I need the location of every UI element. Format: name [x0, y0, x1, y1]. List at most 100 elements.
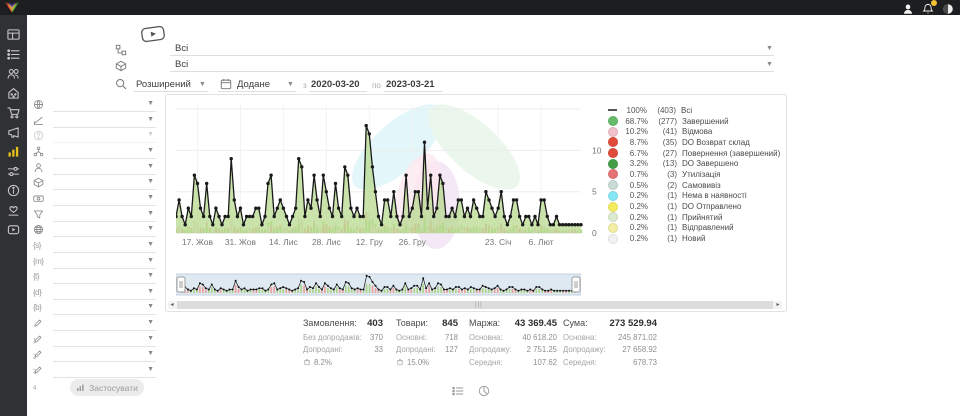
- nav-item-dashboard-icon[interactable]: [7, 28, 20, 41]
- nav-item-about-icon[interactable]: [7, 184, 20, 197]
- search-mode-select[interactable]: Розширений: [136, 79, 191, 90]
- filter-select-field[interactable]: [53, 142, 156, 144]
- filter-row-globe[interactable]: ▼: [33, 99, 160, 113]
- legend-item[interactable]: 0.5% (2) Самовивіз: [608, 180, 780, 191]
- pencil-icon: 2: [33, 334, 45, 360]
- chevron-down-icon[interactable]: ▼: [766, 45, 773, 52]
- legend-item[interactable]: 100% (403) Всі: [608, 105, 780, 116]
- legend-item[interactable]: 10.2% (41) Відмова: [608, 126, 780, 137]
- filter-select-field[interactable]: [53, 283, 156, 285]
- filter-select-field[interactable]: [53, 220, 156, 222]
- date-field-select[interactable]: Додане: [237, 79, 270, 90]
- nav-item-purchases-icon[interactable]: [7, 106, 20, 119]
- pie-chart-icon[interactable]: [478, 384, 490, 397]
- legend-item[interactable]: 0.2% (1) Прийнятий: [608, 212, 780, 223]
- filter-select-field[interactable]: [53, 173, 156, 175]
- scroll-left-arrow[interactable]: ◂: [170, 302, 174, 308]
- legend-item[interactable]: 0.2% (1) Нема в наявності: [608, 190, 780, 202]
- braces-icon: {t}: [33, 272, 40, 282]
- filter-row-pencil1[interactable]: 1 ▼: [33, 318, 160, 345]
- filter-select-field[interactable]: [53, 157, 156, 159]
- nav-item-orders-icon[interactable]: [7, 48, 20, 61]
- filter-row-t[interactable]: {t} ▼: [33, 271, 160, 285]
- list-view-icon[interactable]: [452, 384, 464, 396]
- filter-row-globe-wire[interactable]: ▼: [33, 224, 160, 238]
- date-to-input[interactable]: 2023-03-21: [386, 79, 435, 90]
- filter-select-field[interactable]: [53, 330, 156, 332]
- avatar-theme-icon[interactable]: [942, 2, 954, 14]
- filter-select-field[interactable]: [53, 251, 156, 253]
- legend-item[interactable]: 68.7% (277) Завершений: [608, 116, 780, 127]
- filter-select-field[interactable]: [53, 126, 156, 128]
- nav-item-integrations-icon[interactable]: [7, 165, 20, 178]
- app-logo-icon[interactable]: [4, 1, 20, 14]
- svg-text:0: 0: [592, 228, 597, 238]
- chart-range-navigator[interactable]: [175, 273, 582, 302]
- status-filter-value[interactable]: Всі: [175, 43, 189, 54]
- product-filter-value[interactable]: Всі: [175, 59, 189, 70]
- scrollbar-thumb[interactable]: |||: [177, 301, 773, 309]
- legend-item[interactable]: 0.7% (3) Утилізація: [608, 169, 780, 180]
- nav-item-video-tutorials-icon[interactable]: [7, 223, 20, 236]
- product-filter-field[interactable]: [170, 58, 774, 72]
- filter-select-field[interactable]: [53, 267, 156, 269]
- filter-row-gauge[interactable]: ▼: [33, 115, 160, 129]
- legend-item[interactable]: 8.7% (35) DO Возврат склад: [608, 137, 780, 148]
- apply-filters-button[interactable]: Застосувати: [70, 379, 144, 396]
- search-icon[interactable]: [115, 77, 127, 90]
- filter-select-field[interactable]: [53, 111, 156, 112]
- nav-item-analytics-icon[interactable]: [7, 145, 20, 158]
- user-icon[interactable]: [902, 2, 914, 14]
- filter-row-b[interactable]: {b} ▼: [33, 302, 160, 316]
- filter-select-field[interactable]: [53, 377, 156, 379]
- stat-title-row: Товари: 845: [396, 318, 458, 329]
- filter-select-field[interactable]: [53, 236, 156, 238]
- filter-row-m[interactable]: {m} ▼: [33, 256, 160, 270]
- filter-row-d[interactable]: {d} ▼: [33, 287, 160, 301]
- status-filter-field[interactable]: [170, 42, 774, 56]
- video-tutorial-icon[interactable]: [140, 24, 166, 43]
- notifications-bell-icon[interactable]: [922, 0, 937, 14]
- upsell-percent-badge: 8.2%: [303, 358, 383, 368]
- filter-row-funnel[interactable]: ▼: [33, 209, 160, 223]
- legend-item[interactable]: 0.2% (1) DO Отправлено: [608, 201, 780, 212]
- date-from-input[interactable]: 2020-03-20: [311, 79, 360, 90]
- filter-row-pencil4[interactable]: 4 ▼: [33, 365, 160, 392]
- filter-row-question[interactable]: ▼: [33, 130, 160, 144]
- nav-item-marketing-icon[interactable]: [7, 126, 20, 139]
- chevron-down-icon[interactable]: ▼: [287, 81, 294, 88]
- nav-item-store-icon[interactable]: [7, 87, 20, 100]
- stat-sub-row: Основні: 718: [396, 332, 458, 342]
- chart-scrollbar[interactable]: ◂ ||| ▸: [168, 301, 782, 309]
- filter-row-pencil2[interactable]: 2 ▼: [33, 334, 160, 360]
- chevron-down-icon: ▼: [147, 162, 154, 170]
- legend-item[interactable]: 0.2% (1) Відправлений: [608, 222, 780, 234]
- legend-item[interactable]: 6.7% (27) Повернення (завершений): [608, 148, 780, 159]
- filter-row-cube[interactable]: ▼: [33, 177, 160, 191]
- filter-row-pencil3[interactable]: 3 ▼: [33, 349, 160, 376]
- filter-select-field[interactable]: [53, 298, 156, 300]
- chevron-down-icon[interactable]: ▼: [199, 81, 206, 88]
- filter-row-sitemap[interactable]: ▼: [33, 146, 160, 160]
- apply-button-label: Застосувати: [89, 382, 138, 393]
- filter-select-field[interactable]: [53, 189, 156, 191]
- svg-text:23. Січ: 23. Січ: [485, 237, 512, 247]
- scroll-right-arrow[interactable]: ▸: [776, 302, 780, 308]
- filter-row-s[interactable]: {s} ▼: [33, 240, 160, 254]
- legend-item[interactable]: 3.2% (13) DO Завершено: [608, 158, 780, 169]
- chevron-down-icon[interactable]: ▼: [766, 61, 773, 68]
- calendar-icon[interactable]: [220, 77, 232, 90]
- pencil-icon: 3: [33, 349, 45, 376]
- question-icon: [33, 130, 45, 142]
- filter-select-field[interactable]: [53, 314, 156, 316]
- bar-chart-icon: [77, 384, 84, 392]
- filter-row-money[interactable]: ▼: [33, 193, 160, 207]
- nav-item-donate-icon[interactable]: [7, 204, 20, 217]
- filter-select-field[interactable]: [53, 345, 156, 347]
- orders-chart: 17. Жов 31. Жов 14. Лис 28. Лис 12. Гру 26. Г…: [174, 105, 608, 254]
- filter-select-field[interactable]: [53, 204, 156, 206]
- nav-item-customers-icon[interactable]: [7, 67, 20, 80]
- legend-item[interactable]: 0.2% (1) Новий: [608, 233, 780, 244]
- filter-row-person[interactable]: ▼: [33, 162, 160, 176]
- filter-select-field[interactable]: [53, 361, 156, 363]
